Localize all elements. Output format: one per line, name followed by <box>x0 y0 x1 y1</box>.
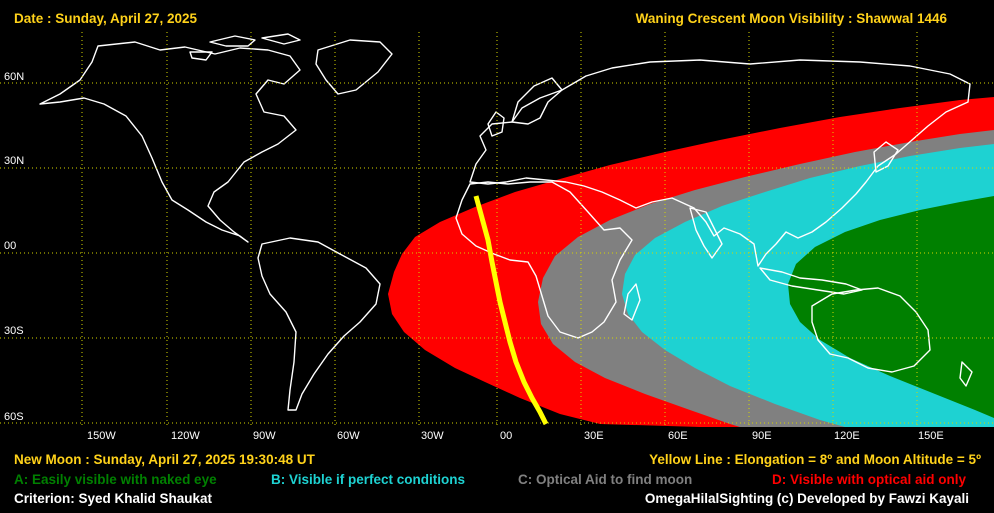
coast-arctic-islands <box>189 33 301 61</box>
yellow-limit-line <box>473 195 549 426</box>
lon-label-00: 00 <box>500 430 513 442</box>
visibility-zones <box>388 97 994 427</box>
legend-d: D: Visible with optical aid only <box>771 472 966 487</box>
coast-new-zealand <box>959 361 973 387</box>
legend-c: C: Optical Aid to find moon <box>518 472 693 487</box>
date-label: Date : Sunday, April 27, 2025 <box>14 11 198 26</box>
coast-uk <box>487 111 505 137</box>
new-moon-info: New Moon : Sunday, April 27, 2025 19:30:… <box>14 452 315 467</box>
coastlines <box>39 33 973 411</box>
yellow-line-info: Yellow Line : Elongation = 8º and Moon A… <box>649 452 981 467</box>
map-title: Waning Crescent Moon Visibility : Shawwa… <box>635 11 947 26</box>
coast-greenland <box>315 39 393 95</box>
lon-label-120w: 120W <box>171 430 200 442</box>
legend-b: B: Visible if perfect conditions <box>271 472 466 487</box>
legend-a: A: Easily visible with naked eye <box>14 472 217 487</box>
lat-label-30n: 30N <box>4 155 25 167</box>
lon-label-60e: 60E <box>668 430 688 442</box>
lat-label-60s: 60S <box>4 411 24 423</box>
lon-label-120e: 120E <box>834 430 860 442</box>
coast-japan <box>873 141 899 173</box>
world-map <box>0 32 994 427</box>
lon-label-30e: 30E <box>584 430 604 442</box>
lon-label-60w: 60W <box>337 430 360 442</box>
lon-label-90w: 90W <box>253 430 276 442</box>
lat-label-00: 00 <box>4 240 17 252</box>
coast-africa <box>455 181 633 339</box>
lon-label-150e: 150E <box>918 430 944 442</box>
coast-australia <box>811 287 931 373</box>
lon-label-30w: 30W <box>421 430 444 442</box>
lon-label-90e: 90E <box>752 430 772 442</box>
coast-india <box>689 207 723 259</box>
lat-lon-grid <box>0 32 994 427</box>
coast-scandinavia <box>511 77 563 125</box>
criterion-info: Criterion: Syed Khalid Shaukat <box>14 491 213 506</box>
credit-info: OmegaHilalSighting (c) Developed by Fawz… <box>644 491 969 506</box>
lat-label-30s: 30S <box>4 325 24 337</box>
coast-north-america <box>39 41 301 243</box>
lat-label-60n: 60N <box>4 71 25 83</box>
zone-a-naked-eye <box>788 196 994 418</box>
coast-madagascar <box>623 283 641 321</box>
coast-south-america <box>257 237 381 411</box>
coast-europe-asia <box>469 59 971 267</box>
lon-label-150w: 150W <box>87 430 116 442</box>
